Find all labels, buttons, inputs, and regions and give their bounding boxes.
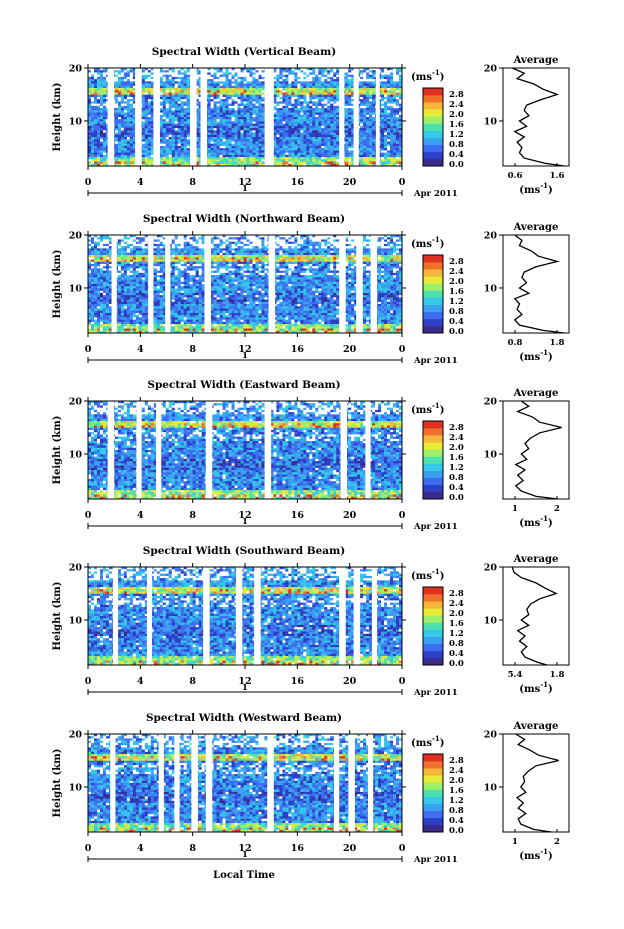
colorbar-swatch [423, 123, 443, 130]
colorbar-swatch [423, 109, 443, 116]
data-gap [339, 68, 344, 166]
colorbar-swatch [423, 138, 443, 145]
x-tick-label: 8 [189, 177, 196, 188]
colorbar-swatch [423, 88, 443, 95]
data-gap [153, 68, 160, 166]
colorbar-tick-label: 1.2 [449, 130, 464, 140]
colorbar-swatch [423, 131, 443, 138]
average-frame [503, 68, 569, 166]
data-gap [135, 68, 142, 166]
average-x-label: (ms-1) [519, 181, 552, 196]
colorbar-swatch [423, 102, 443, 109]
y-axis-label: Height (km) [52, 83, 63, 152]
colorbar-tick-label: 1.6 [449, 120, 464, 130]
average-y-tick-label: 20 [484, 64, 498, 75]
colorbar-tick-label: 0.0 [449, 160, 464, 170]
average-x-tick-label: 0.6 [508, 171, 523, 181]
heatmap-area: 2010Height (km)0 4 8 12 16 20 01 Apr 2011(ms-1)… [52, 222, 569, 366]
colorbar-tick-label: 2.8 [449, 90, 464, 100]
panel-title: Spectral Width (Vertical Beam) [152, 46, 336, 58]
colorbar-tick-label: 0.8 [449, 140, 464, 150]
data-gap [354, 68, 359, 166]
data-gap [201, 68, 208, 166]
x-tick-label: 4 [137, 177, 144, 188]
panel-title: Spectral Width (Northward Beam) [143, 213, 345, 225]
x-tick-label: 20 [343, 177, 357, 188]
average-title: Average [513, 55, 559, 66]
average-profile-line [512, 68, 564, 166]
panel-vertical-beam: Spectral Width (Vertical Beam) 2010Heigh… [52, 46, 569, 199]
data-gap [265, 68, 274, 166]
colorbar-tick-label: 0.4 [449, 150, 464, 160]
colorbar-swatch [423, 145, 443, 152]
colorbar-swatch [423, 152, 443, 159]
average-y-tick-label: 10 [484, 116, 498, 127]
y-tick-label: 20 [69, 64, 83, 75]
date-label: Apr 2011 [413, 189, 458, 199]
x-tick-label: 16 [291, 177, 305, 188]
data-gap [190, 68, 197, 166]
y-tick-label: 10 [69, 116, 83, 127]
colorbar-swatch [423, 116, 443, 123]
colorbar-swatch [423, 95, 443, 102]
data-gap [108, 68, 115, 166]
data-gap [376, 68, 380, 166]
panel-northward-beam: Spectral Width (Northward Beam) 2010Heig… [52, 213, 569, 366]
average-x-tick-label: 1.6 [550, 171, 565, 181]
x-tick-label: 0 [399, 177, 406, 188]
colorbar-tick-label: 2.0 [449, 110, 464, 120]
colorbar-swatch [423, 159, 443, 166]
colorbar-unit: (ms-1) [411, 68, 444, 83]
colorbar-tick-label: 2.4 [449, 100, 464, 110]
x-tick-label: 0 [85, 177, 92, 188]
date-number: 1 [242, 184, 248, 194]
